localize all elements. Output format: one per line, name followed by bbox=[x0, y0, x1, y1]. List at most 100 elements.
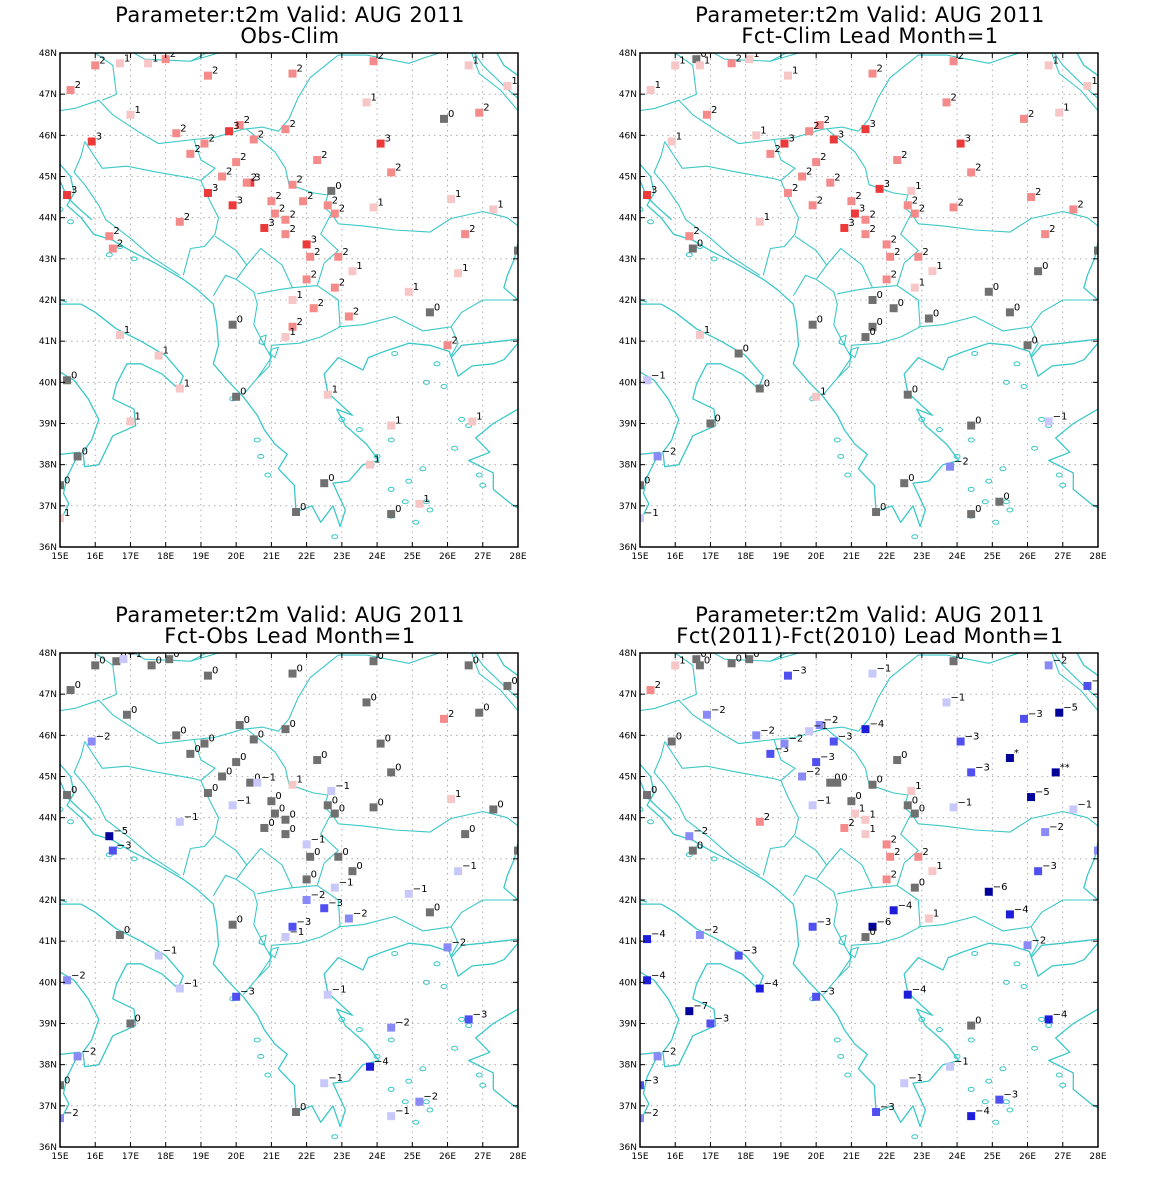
station-value: 0 bbox=[339, 804, 345, 815]
island bbox=[105, 252, 113, 258]
station-marker bbox=[288, 780, 297, 789]
station-marker bbox=[653, 452, 662, 461]
station-value: 0 bbox=[297, 664, 303, 675]
station-value: 0 bbox=[697, 239, 703, 250]
station-marker bbox=[115, 330, 124, 339]
station-value: 1 bbox=[511, 76, 517, 87]
station-marker bbox=[946, 462, 955, 471]
station-marker bbox=[376, 739, 385, 748]
lon-tick-label: 28E bbox=[1089, 1152, 1106, 1162]
station-marker bbox=[780, 139, 789, 148]
station-marker bbox=[281, 333, 290, 342]
station-value: 1 bbox=[124, 53, 130, 64]
station-value: −1 bbox=[127, 649, 142, 660]
country-border bbox=[450, 326, 459, 356]
station-marker bbox=[165, 655, 174, 664]
station-value: 0 bbox=[356, 861, 362, 872]
station-marker bbox=[1005, 753, 1014, 762]
station-marker bbox=[327, 786, 336, 795]
lon-tick-label: 25E bbox=[404, 552, 421, 562]
station-marker bbox=[829, 135, 838, 144]
country-border bbox=[60, 54, 339, 145]
lon-tick-label: 15E bbox=[631, 552, 648, 562]
island bbox=[999, 1066, 1007, 1072]
station-value: 2 bbox=[901, 150, 907, 161]
island bbox=[1002, 499, 1010, 505]
station-marker bbox=[640, 1081, 644, 1090]
station-marker bbox=[440, 714, 449, 723]
station-value: −3 bbox=[975, 762, 990, 773]
station-marker bbox=[745, 55, 754, 64]
island bbox=[633, 791, 639, 795]
station-marker bbox=[447, 795, 456, 804]
station-marker bbox=[903, 390, 912, 399]
station-value: −3 bbox=[1091, 676, 1106, 687]
island bbox=[918, 416, 926, 422]
lon-tick-label: 19E bbox=[772, 1152, 789, 1162]
station-value: 1 bbox=[289, 327, 295, 338]
island bbox=[440, 983, 448, 989]
station-marker bbox=[910, 883, 919, 892]
panel-subtitle: Fct-Obs Lead Month=1 bbox=[164, 624, 416, 648]
station-marker bbox=[387, 421, 396, 430]
station-value: 2 bbox=[289, 224, 295, 235]
station-value: −3 bbox=[817, 917, 832, 928]
station-value: −2 bbox=[71, 970, 86, 981]
station-value: 0 bbox=[212, 783, 218, 794]
station-marker bbox=[330, 883, 339, 892]
panel-fct-obs: Parameter:t2m Valid: AUG 2011 Fct-Obs Le… bbox=[0, 600, 580, 1200]
station-marker bbox=[872, 1108, 881, 1117]
lon-tick-label: 20E bbox=[228, 1152, 245, 1162]
station-value: 2 bbox=[1077, 199, 1083, 210]
country-border bbox=[212, 235, 248, 297]
station-value: −2 bbox=[1049, 822, 1064, 833]
station-value: 0 bbox=[378, 651, 384, 662]
station-value: 0 bbox=[714, 414, 720, 425]
lon-tick-label: 26E bbox=[1019, 1152, 1036, 1162]
station-marker bbox=[780, 739, 789, 748]
station-marker bbox=[882, 240, 891, 249]
station-value: −2 bbox=[954, 457, 969, 468]
station-marker bbox=[514, 246, 518, 255]
country-border bbox=[94, 653, 117, 701]
station-value: 0 bbox=[395, 762, 401, 773]
station-value: 1 bbox=[413, 282, 419, 293]
station-marker bbox=[812, 992, 821, 1001]
lon-tick-label: 22E bbox=[298, 1152, 315, 1162]
station-marker bbox=[105, 232, 114, 241]
station-marker bbox=[808, 201, 817, 210]
island bbox=[422, 379, 430, 385]
island bbox=[422, 979, 430, 985]
station-marker bbox=[302, 275, 311, 284]
station-marker bbox=[868, 296, 877, 304]
station-value: ** bbox=[1060, 762, 1070, 773]
station-value: −3 bbox=[774, 744, 789, 755]
station-marker bbox=[232, 992, 241, 1001]
station-marker bbox=[727, 59, 736, 68]
station-marker bbox=[861, 815, 870, 824]
station-marker bbox=[87, 137, 96, 146]
station-marker bbox=[309, 304, 318, 313]
station-value: −1 bbox=[1077, 799, 1092, 810]
country-border bbox=[770, 653, 799, 662]
station-marker bbox=[685, 832, 694, 841]
station-value: −5 bbox=[1035, 787, 1050, 798]
lat-tick-label: 48N bbox=[619, 649, 637, 659]
station-value: −3 bbox=[1028, 709, 1043, 720]
station-marker bbox=[984, 287, 993, 296]
station-value: −3 bbox=[743, 946, 758, 957]
station-marker bbox=[861, 215, 870, 224]
lat-tick-label: 48N bbox=[39, 49, 57, 59]
station-marker bbox=[105, 832, 114, 841]
lat-tick-label: 44N bbox=[39, 214, 57, 224]
lat-tick-label: 46N bbox=[619, 131, 637, 141]
station-value: 0 bbox=[880, 502, 886, 513]
station-marker bbox=[903, 801, 912, 810]
station-marker bbox=[91, 661, 100, 670]
country-border bbox=[269, 346, 279, 359]
island bbox=[967, 1037, 975, 1043]
island bbox=[458, 416, 466, 422]
country-border bbox=[471, 653, 518, 711]
island bbox=[837, 1053, 845, 1059]
lon-tick-label: 16E bbox=[667, 552, 684, 562]
